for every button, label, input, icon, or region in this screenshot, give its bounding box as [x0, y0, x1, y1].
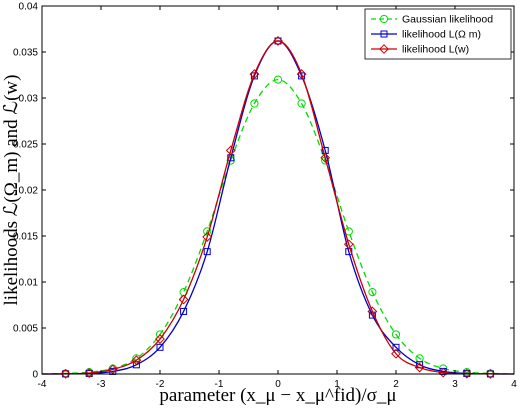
y-tick-label: 0.005: [13, 324, 38, 335]
data-point: [225, 145, 236, 156]
data-point: [462, 368, 471, 377]
legend-label: likelihood L(Ω m): [402, 29, 481, 41]
legend-label: likelihood L(w): [402, 44, 469, 56]
data-point: [461, 368, 472, 379]
x-tick-label: 4: [511, 379, 517, 390]
x-tick-label: 2: [393, 379, 399, 390]
data-point: [180, 307, 188, 315]
y-tick-label: 0.01: [19, 278, 39, 289]
x-tick-label: 3: [452, 379, 458, 390]
y-axis-label: likelihoods ℒ(Ω_m) and ℒ(w): [1, 75, 22, 306]
series-line: [41, 40, 515, 375]
data-point: [367, 306, 378, 317]
y-tick-label: 0.03: [19, 94, 39, 105]
data-point: [156, 343, 164, 351]
x-tick-label: -4: [38, 379, 47, 390]
data-point: [60, 368, 71, 379]
y-tick-label: 0.02: [19, 186, 39, 197]
data-point: [273, 36, 283, 46]
data-point: [131, 355, 142, 366]
data-point: [438, 367, 449, 378]
x-tick-label: -3: [97, 379, 106, 390]
series-gaussian-likelihood: [41, 75, 515, 378]
legend-label: Gaussian likelihood: [402, 14, 493, 26]
data-point: [203, 248, 211, 256]
data-point: [297, 99, 306, 108]
series-likelihood-l-w: [41, 36, 515, 379]
legend-entry: likelihood L(w): [371, 44, 469, 56]
y-tick-label: 0: [32, 370, 38, 381]
data-point: [414, 362, 425, 373]
x-axis-label: parameter (x_μ − x_μ^fid)/σ_μ: [159, 385, 396, 406]
series-line: [41, 78, 515, 375]
data-point: [84, 368, 95, 378]
data-point: [391, 348, 401, 359]
x-tick-label: -1: [215, 379, 224, 390]
data-point: [392, 343, 400, 351]
data-point: [320, 152, 331, 163]
data-point: [368, 288, 377, 297]
legend-entry: Gaussian likelihood: [371, 14, 493, 26]
x-tick-label: 0: [275, 379, 281, 390]
x-tick-label: -2: [156, 379, 165, 390]
data-point: [178, 294, 189, 305]
data-point: [273, 75, 283, 84]
y-tick-label: 0.035: [13, 48, 38, 59]
legend: Gaussian likelihood likelihood L(Ω m) like…: [364, 8, 512, 60]
y-tick-label: 0.015: [13, 232, 38, 243]
legend-marker: [379, 14, 389, 24]
data-point: [155, 334, 165, 344]
data-point: [485, 369, 496, 379]
plot-frame: [41, 5, 515, 375]
data-point: [343, 239, 354, 250]
data-point: [391, 330, 401, 339]
legend-marker: [379, 44, 389, 54]
data-point: [202, 232, 213, 242]
series-line: [41, 40, 515, 375]
y-tick-label: 0.04: [19, 2, 39, 13]
legend-marker: [380, 30, 388, 38]
legend-entry: likelihood L(Ω m): [371, 29, 481, 41]
data-point: [250, 99, 259, 108]
data-point: [132, 361, 140, 369]
x-tick-label: 1: [334, 379, 340, 390]
y-tick-label: 0.025: [13, 140, 38, 151]
series-likelihood-l-m: [41, 37, 515, 378]
data-point: [249, 69, 260, 79]
data-point: [296, 69, 307, 79]
